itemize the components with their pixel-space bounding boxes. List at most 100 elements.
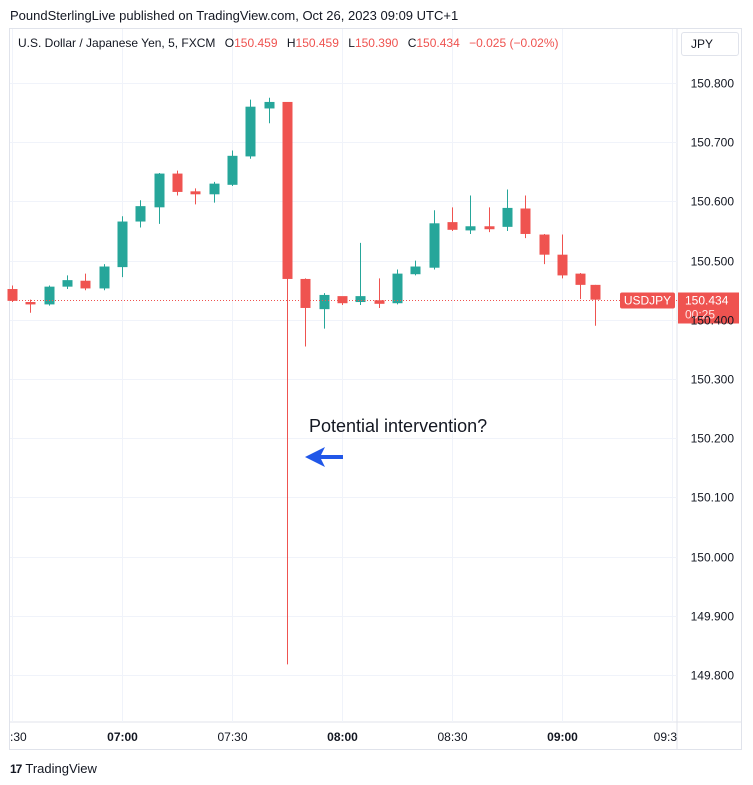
candle-body xyxy=(447,222,458,230)
candle[interactable] xyxy=(264,97,275,124)
candle[interactable] xyxy=(429,210,440,270)
candle-body xyxy=(484,226,495,230)
candle[interactable] xyxy=(337,296,348,305)
candle[interactable] xyxy=(590,284,601,326)
candle[interactable] xyxy=(44,285,55,306)
candle[interactable] xyxy=(300,278,311,347)
candle-body xyxy=(7,289,18,301)
candle-body xyxy=(520,208,531,234)
candle-body xyxy=(190,191,201,195)
candle[interactable] xyxy=(465,195,476,234)
tradingview-logo[interactable]: 17 TradingView xyxy=(10,761,97,776)
candle-body xyxy=(539,234,550,255)
symbol-name[interactable]: U.S. Dollar / Japanese Yen, 5, FXCM xyxy=(18,36,216,50)
candle[interactable] xyxy=(209,181,220,203)
candle-body xyxy=(410,266,421,275)
time-tick-label: 07:30 xyxy=(217,730,247,744)
candle-body xyxy=(154,173,165,208)
time-axis: :30 07:00 07:30 08:00 08:30 09:00 09:3 xyxy=(10,730,677,744)
candle-body xyxy=(575,273,586,285)
close-label: C xyxy=(407,36,417,50)
price-tick-label: 150.800 xyxy=(691,77,735,91)
open-label: O xyxy=(224,36,235,50)
candle[interactable] xyxy=(227,150,238,187)
last-price-value: 150.434 xyxy=(685,294,729,308)
candle-body xyxy=(337,296,348,304)
last-price-tag-bg xyxy=(678,292,739,324)
candle-body xyxy=(209,183,220,195)
change-value: −0.025 (−0.02%) xyxy=(469,36,559,50)
price-tick-label: 150.300 xyxy=(691,373,735,387)
price-tick-label: 150.500 xyxy=(691,255,735,269)
chart-legend: U.S. Dollar / Japanese Yen, 5, FXCM O150… xyxy=(18,36,559,50)
candle-body xyxy=(465,226,476,231)
candles xyxy=(7,97,601,665)
close-value: 150.434 xyxy=(416,36,460,50)
candle[interactable] xyxy=(575,273,586,300)
candle-body xyxy=(590,284,601,300)
candle[interactable] xyxy=(62,275,73,290)
candle[interactable] xyxy=(99,264,110,291)
candle-body xyxy=(135,206,146,222)
candle[interactable] xyxy=(25,299,36,313)
publisher-line: PoundSterlingLive published on TradingVi… xyxy=(10,8,459,23)
candle-body xyxy=(172,173,183,192)
candle-body xyxy=(429,223,440,268)
high-label: H xyxy=(286,36,296,50)
candle-body xyxy=(319,294,330,310)
candle[interactable] xyxy=(484,207,495,233)
price-tick-label: 149.800 xyxy=(691,669,735,683)
price-tick-label: 150.400 xyxy=(691,314,735,328)
candle[interactable] xyxy=(282,101,293,665)
candle[interactable] xyxy=(190,188,201,205)
symbol-tag-bg xyxy=(620,292,675,309)
price-tick-label: 150.700 xyxy=(691,136,735,150)
candle-body xyxy=(392,273,403,304)
open-value: 150.459 xyxy=(234,36,278,50)
price-tick-label: 150.600 xyxy=(691,195,735,209)
annotation-text: Potential intervention? xyxy=(309,416,487,436)
candle-body xyxy=(282,101,293,279)
price-tick-label: 149.900 xyxy=(691,610,735,624)
left-arrow-icon xyxy=(305,447,343,467)
candle-body xyxy=(99,266,110,289)
time-tick-label: 08:30 xyxy=(437,730,467,744)
candle[interactable] xyxy=(135,200,146,228)
bar-countdown: 00:25 xyxy=(685,308,715,322)
candle[interactable] xyxy=(117,216,128,278)
candle-body xyxy=(355,296,366,303)
chart-frame xyxy=(9,28,742,750)
candle[interactable] xyxy=(319,293,330,329)
candle[interactable] xyxy=(392,269,403,305)
candle-body xyxy=(227,155,238,185)
candle[interactable] xyxy=(502,189,513,231)
candle[interactable] xyxy=(557,234,568,279)
candle[interactable] xyxy=(154,172,165,224)
candle[interactable] xyxy=(447,207,458,231)
time-tick-label: :30 xyxy=(10,730,27,744)
candle[interactable] xyxy=(374,278,385,308)
price-tick-label: 150.100 xyxy=(691,491,735,505)
price-tick-label: 150.000 xyxy=(691,551,735,565)
grid-lines xyxy=(10,29,742,749)
time-tick-label: 09:3 xyxy=(654,730,678,744)
candle-body xyxy=(300,278,311,308)
candle[interactable] xyxy=(539,233,550,265)
symbol-tag-label: USDJPY xyxy=(624,294,671,308)
candle[interactable] xyxy=(520,195,531,239)
candle-body xyxy=(62,280,73,287)
currency-button[interactable]: JPY xyxy=(681,32,739,56)
candle[interactable] xyxy=(245,99,256,159)
candle[interactable] xyxy=(172,170,183,196)
candle[interactable] xyxy=(355,242,366,305)
candle[interactable] xyxy=(410,260,421,276)
candle[interactable] xyxy=(80,273,91,291)
high-value: 150.459 xyxy=(295,36,339,50)
candle-body xyxy=(502,207,513,227)
candle[interactable] xyxy=(7,285,18,303)
tv-logo-text: TradingView xyxy=(25,761,97,776)
candle-body xyxy=(80,280,91,289)
candle-body xyxy=(44,286,55,305)
